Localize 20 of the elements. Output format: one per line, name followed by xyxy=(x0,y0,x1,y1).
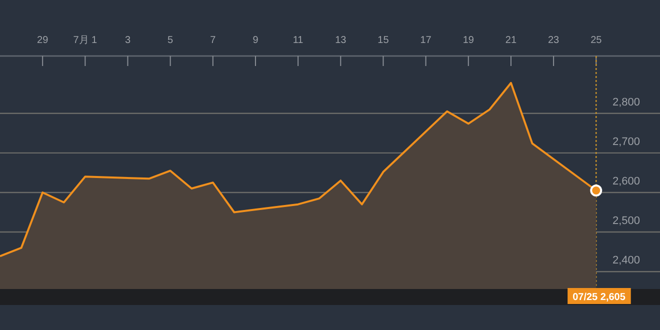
x-tick-label: 25 xyxy=(590,35,602,46)
x-tick-label: 13 xyxy=(335,35,347,46)
x-tick-label: 11 xyxy=(292,35,304,46)
y-tick-label: 2,500 xyxy=(612,215,640,228)
x-tick-label: 3 xyxy=(124,35,131,46)
x-tick-label: 7 xyxy=(210,35,216,46)
x-tick-label: 29 xyxy=(37,35,49,46)
x-tick-label: 9 xyxy=(252,35,259,46)
x-tick-label: 15 xyxy=(378,35,390,46)
x-tick-label: 23 xyxy=(548,35,560,46)
y-tick-label: 2,400 xyxy=(612,254,640,267)
x-tick-label: 7月 1 xyxy=(73,35,98,46)
text: 07/25 2,605 xyxy=(572,292,626,303)
x-tick-label: 5 xyxy=(168,35,174,46)
y-tick-label: 2,600 xyxy=(612,175,640,188)
x-tick-label: 19 xyxy=(462,35,474,46)
y-tick-label: 2,800 xyxy=(612,96,640,108)
x-tick-label: 17 xyxy=(420,35,432,46)
y-tick-label: 2,700 xyxy=(612,136,640,148)
x-tick-label: 21 xyxy=(505,35,517,46)
